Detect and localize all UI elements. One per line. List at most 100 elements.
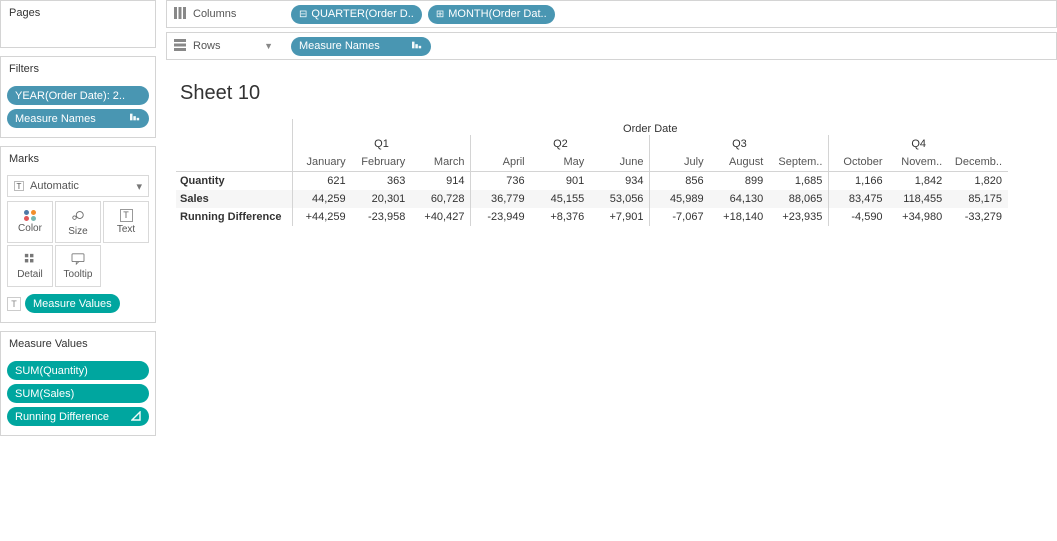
quarter-header: Q1 [292, 135, 471, 153]
month-header: June [590, 153, 650, 172]
rows-shelf[interactable]: Rows ▼ Measure Names [166, 32, 1057, 60]
marks-card: Marks T Automatic ▾ [0, 146, 156, 323]
data-cell: 914 [411, 172, 471, 191]
data-cell: 83,475 [829, 190, 889, 208]
data-cell: +7,901 [590, 208, 650, 226]
col-pill-quarter[interactable]: ⊟ QUARTER(Order D.. [291, 5, 422, 24]
tooltip-icon [70, 253, 86, 267]
columns-icon [173, 7, 187, 22]
data-cell: 64,130 [710, 190, 770, 208]
data-cell: 901 [531, 172, 591, 191]
month-header: July [650, 153, 710, 172]
data-cell: 20,301 [352, 190, 412, 208]
data-cell: 1,685 [769, 172, 829, 191]
text-mark-icon: T [7, 297, 21, 311]
data-cell: 736 [471, 172, 531, 191]
measure-values-label: Measure Values [1, 332, 155, 356]
col-pill-month-text: MONTH(Order Dat.. [448, 8, 546, 20]
row-label: Running Difference [176, 208, 292, 226]
color-icon [24, 210, 37, 221]
data-cell: 363 [352, 172, 412, 191]
month-header: Decemb.. [948, 153, 1008, 172]
pill-measure-values-text: Measure Values [33, 298, 112, 310]
month-header: April [471, 153, 531, 172]
marks-text-button[interactable]: T Text [103, 201, 149, 243]
month-header: Novem.. [889, 153, 949, 172]
pages-label: Pages [1, 1, 155, 25]
data-cell: 1,842 [889, 172, 949, 191]
quarter-header: Q3 [650, 135, 829, 153]
chevron-down-icon: ▼ [264, 41, 279, 51]
data-cell: 621 [292, 172, 352, 191]
filter-pill-measure-names[interactable]: Measure Names [7, 109, 149, 128]
sort-icon [411, 40, 423, 53]
data-cell: 45,989 [650, 190, 710, 208]
data-cell: 44,259 [292, 190, 352, 208]
chevron-down-icon: ▾ [136, 180, 142, 193]
filter-pill-year[interactable]: YEAR(Order Date): 2.. [7, 86, 149, 105]
rows-icon [173, 39, 187, 54]
detail-icon [23, 253, 37, 267]
month-header: August [710, 153, 770, 172]
marks-color-label: Color [18, 223, 42, 234]
marks-size-label: Size [68, 226, 87, 237]
data-cell: 85,175 [948, 190, 1008, 208]
data-cell: -4,590 [829, 208, 889, 226]
marks-type-icon: T [14, 181, 24, 191]
mv-pill-sales[interactable]: SUM(Sales) [7, 384, 149, 403]
data-cell: +34,980 [889, 208, 949, 226]
data-cell: -23,958 [352, 208, 412, 226]
data-cell: 934 [590, 172, 650, 191]
sort-icon [129, 112, 141, 125]
marks-text-label: Text [117, 224, 135, 235]
sheet-title: Sheet 10 [176, 82, 1047, 105]
mv-pill-quantity[interactable]: SUM(Quantity) [7, 361, 149, 380]
quarter-header: Q4 [829, 135, 1008, 153]
col-pill-month[interactable]: ⊞ MONTH(Order Dat.. [428, 5, 555, 24]
plus-icon: ⊞ [436, 9, 444, 20]
marks-size-button[interactable]: Size [55, 201, 101, 243]
row-pill-measure-names-text: Measure Names [299, 40, 380, 52]
data-cell: 899 [710, 172, 770, 191]
row-label: Sales [176, 190, 292, 208]
filters-label: Filters [1, 57, 155, 81]
table-calc-icon [131, 411, 141, 422]
marks-detail-button[interactable]: Detail [7, 245, 53, 287]
data-cell: +44,259 [292, 208, 352, 226]
data-cell: +8,376 [531, 208, 591, 226]
month-header: Septem.. [769, 153, 829, 172]
filter-pill-year-text: YEAR(Order Date): 2.. [15, 90, 125, 102]
marks-type-text: Automatic [30, 180, 79, 192]
mv-pill-running-diff[interactable]: Running Difference [7, 407, 149, 426]
data-cell: 36,779 [471, 190, 531, 208]
filters-card: Filters YEAR(Order Date): 2.. Measure Na… [0, 56, 156, 138]
marks-tooltip-button[interactable]: Tooltip [55, 245, 101, 287]
pill-measure-values[interactable]: Measure Values [25, 294, 120, 313]
text-icon: T [120, 209, 133, 222]
measure-values-card: Measure Values SUM(Quantity) SUM(Sales) … [0, 331, 156, 436]
data-cell: +40,427 [411, 208, 471, 226]
filter-pill-measure-names-text: Measure Names [15, 113, 96, 125]
columns-shelf[interactable]: Columns ⊟ QUARTER(Order D.. ⊞ MONTH(Orde… [166, 0, 1057, 28]
marks-type-dropdown[interactable]: T Automatic ▾ [7, 175, 149, 197]
app-root: Pages Filters YEAR(Order Date): 2.. Meas… [0, 0, 1057, 541]
data-cell: +18,140 [710, 208, 770, 226]
row-pill-measure-names[interactable]: Measure Names [291, 37, 431, 56]
quarter-header: Q2 [471, 135, 650, 153]
size-icon [70, 208, 86, 224]
crosstab-table: Order DateQ1Q2Q3Q4JanuaryFebruaryMarchAp… [176, 119, 1008, 226]
data-cell: 53,056 [590, 190, 650, 208]
right-area: Columns ⊟ QUARTER(Order D.. ⊞ MONTH(Orde… [160, 0, 1057, 541]
month-header: October [829, 153, 889, 172]
data-cell: 60,728 [411, 190, 471, 208]
data-cell: 45,155 [531, 190, 591, 208]
data-cell: -7,067 [650, 208, 710, 226]
data-cell: -23,949 [471, 208, 531, 226]
row-label: Quantity [176, 172, 292, 191]
data-cell: -33,279 [948, 208, 1008, 226]
marks-color-button[interactable]: Color [7, 201, 53, 243]
data-cell: 856 [650, 172, 710, 191]
mv-pill-quantity-text: SUM(Quantity) [15, 365, 88, 377]
month-header: May [531, 153, 591, 172]
data-cell: 118,455 [889, 190, 949, 208]
